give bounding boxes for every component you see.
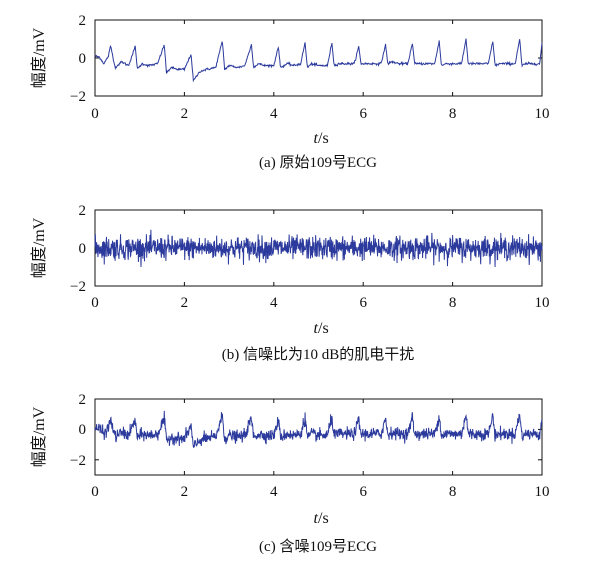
panel-b: 2 0 −2 0 2 4 6 8 10 t /s 幅度/mV (b) 信噪比为1… bbox=[30, 203, 550, 363]
panel-b-ytick-0: 0 bbox=[79, 241, 87, 257]
panel-a-xlabel-italic: t bbox=[314, 130, 319, 147]
panel-c-ytick-neg2: −2 bbox=[70, 453, 86, 469]
panel-b-xtick-10: 10 bbox=[535, 295, 550, 311]
panel-b-ytick-2: 2 bbox=[79, 203, 87, 219]
panel-c-xtick-6: 6 bbox=[359, 484, 367, 500]
panel-c-xtick-10: 10 bbox=[535, 484, 550, 500]
panel-b-ticks bbox=[94, 209, 543, 287]
panel-a-ytick-neg2: −2 bbox=[70, 89, 86, 105]
panel-c-ytick-0: 0 bbox=[79, 422, 87, 438]
panel-b-ylabel: 幅度/mV bbox=[30, 217, 48, 278]
panel-c-signal-line bbox=[94, 410, 543, 448]
panel-a-xtick-4: 4 bbox=[270, 106, 278, 122]
panel-a-ticks bbox=[94, 19, 543, 97]
panel-b-xlabel-italic: t bbox=[314, 320, 319, 337]
panel-b-xtick-6: 6 bbox=[359, 295, 367, 311]
panel-c-ytick-2: 2 bbox=[79, 392, 87, 408]
panel-a-caption: (a) 原始109号ECG bbox=[259, 154, 377, 171]
panel-a-ytick-2: 2 bbox=[79, 13, 87, 29]
panel-c-caption: (c) 含噪109号ECG bbox=[259, 538, 377, 555]
panel-a-xtick-6: 6 bbox=[359, 106, 367, 122]
panel-c-ylabel: 幅度/mV bbox=[30, 406, 48, 467]
panel-c-ticks bbox=[94, 398, 543, 475]
panel-b-xtick-4: 4 bbox=[270, 295, 278, 311]
panel-c-xlabel-italic: t bbox=[314, 510, 319, 527]
panel-c-xtick-2: 2 bbox=[181, 484, 189, 500]
panel-a-ytick-0: 0 bbox=[79, 51, 87, 67]
panel-b-xtick-0: 0 bbox=[91, 295, 99, 311]
panel-c-xtick-4: 4 bbox=[270, 484, 278, 500]
panel-a-ylabel: 幅度/mV bbox=[30, 27, 48, 88]
panel-b-signal-line bbox=[94, 229, 543, 268]
panel-b-xlabel-unit: /s bbox=[318, 320, 329, 337]
panel-a-xtick-2: 2 bbox=[181, 106, 189, 122]
panel-a-xlabel-unit: /s bbox=[318, 130, 329, 147]
panel-a-xtick-8: 8 bbox=[449, 106, 457, 122]
panel-b-caption: (b) 信噪比为10 dB的肌电干扰 bbox=[222, 346, 415, 363]
panel-a-frame bbox=[94, 19, 543, 97]
panel-a-xtick-10: 10 bbox=[535, 106, 550, 122]
panel-b-ytick-neg2: −2 bbox=[70, 279, 86, 295]
panel-c-xtick-0: 0 bbox=[91, 484, 99, 500]
panel-c-frame bbox=[94, 398, 543, 476]
panel-c-xtick-8: 8 bbox=[449, 484, 457, 500]
panel-c: 2 0 −2 0 2 4 6 8 10 t /s 幅度/mV (c) 含噪109… bbox=[30, 392, 550, 555]
panel-c-xlabel-unit: /s bbox=[318, 510, 329, 527]
panel-b-xtick-8: 8 bbox=[449, 295, 457, 311]
panel-a-xtick-0: 0 bbox=[91, 106, 99, 122]
panel-b-xtick-2: 2 bbox=[181, 295, 189, 311]
panel-a: 2 0 −2 0 2 4 6 8 10 t /s 幅度/mV (a) 原始109… bbox=[30, 13, 550, 171]
panel-a-signal-line bbox=[94, 38, 543, 83]
